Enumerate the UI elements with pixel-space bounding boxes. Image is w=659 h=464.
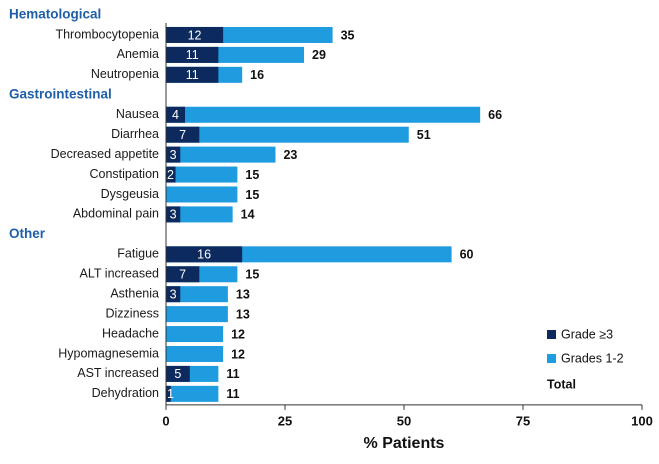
bar-grade-3-plus	[166, 126, 200, 143]
category-label: ALT increased	[80, 267, 159, 281]
category-label: Hypomagnesemia	[58, 346, 159, 360]
bar-grade-3-plus	[166, 365, 190, 382]
bar-grade-3-plus	[166, 26, 224, 43]
x-tick-label: 50	[397, 413, 411, 428]
category-label: Constipation	[90, 167, 160, 181]
grade-3-value-label: 11	[186, 48, 199, 62]
grade-3-value-label: 12	[188, 28, 202, 42]
category-label: Thrombocytopenia	[55, 27, 159, 41]
total-value-label: 23	[283, 148, 297, 162]
x-axis-title: % Patients	[364, 435, 445, 452]
bar-grade-3-plus	[166, 106, 186, 123]
category-label: Diarrhea	[111, 127, 159, 141]
total-value-label: 60	[460, 248, 474, 262]
bar-grades-1-2	[166, 286, 228, 303]
total-value-label: 14	[241, 208, 255, 222]
bar-grades-1-2	[166, 146, 276, 163]
bar-grades-1-2	[166, 126, 409, 143]
total-value-label: 29	[312, 48, 326, 62]
grade-3-value-label: 11	[186, 68, 199, 82]
bar-grades-1-2	[166, 326, 224, 343]
total-value-label: 15	[245, 188, 259, 202]
grade-3-value-label: 5	[174, 367, 181, 381]
category-label: Neutropenia	[91, 67, 159, 81]
category-label: Asthenia	[110, 286, 159, 300]
bar-grade-3-plus	[166, 385, 171, 402]
grade-3-value-label: 3	[170, 148, 177, 162]
bar-grade-3-plus	[166, 146, 181, 163]
legend-total-label: Total	[547, 377, 576, 391]
x-tick-label: 75	[516, 413, 530, 428]
category-label: Decreased appetite	[51, 147, 159, 161]
legend-swatch-grades-1-2	[547, 354, 556, 363]
grade-3-value-label: 3	[170, 208, 177, 222]
total-value-label: 15	[245, 268, 259, 282]
bar-grades-1-2	[166, 106, 481, 123]
grade-3-value-label: 16	[197, 248, 211, 262]
category-label: Nausea	[116, 107, 159, 121]
grade-3-value-label: 1	[167, 387, 174, 401]
total-value-label: 51	[417, 128, 431, 142]
bar-grade-3-plus	[166, 66, 219, 83]
bar-grades-1-2	[166, 385, 219, 402]
category-label: Abdominal pain	[73, 207, 159, 221]
group-heading: Gastrointestinal	[9, 86, 112, 101]
category-label: Headache	[102, 326, 159, 340]
total-value-label: 15	[245, 168, 259, 182]
grade-3-value-label: 2	[167, 168, 174, 182]
category-label: Dehydration	[92, 386, 159, 400]
group-heading: Other	[9, 226, 46, 241]
category-label: Fatigue	[117, 247, 159, 261]
grade-3-value-label: 3	[170, 287, 177, 301]
x-tick-label: 25	[278, 413, 292, 428]
x-tick-label: 100	[631, 413, 653, 428]
total-value-label: 13	[236, 287, 250, 301]
bar-grades-1-2	[166, 166, 238, 183]
total-value-label: 11	[226, 367, 239, 381]
total-value-label: 11	[226, 387, 239, 401]
total-value-label: 35	[341, 28, 355, 42]
category-label: Anemia	[117, 47, 159, 61]
group-heading: Hematological	[9, 7, 101, 22]
x-tick-label: 0	[162, 413, 169, 428]
bar-grades-1-2	[166, 306, 228, 323]
grade-3-value-label: 7	[179, 268, 186, 282]
bar-grade-3-plus	[166, 166, 176, 183]
category-label: Dizziness	[106, 306, 160, 320]
grade-3-value-label: 7	[179, 128, 186, 142]
total-value-label: 12	[231, 327, 245, 341]
total-value-label: 16	[250, 68, 264, 82]
bar-grade-3-plus	[166, 46, 219, 63]
legend-label-grades-1-2: Grades 1-2	[561, 351, 624, 365]
category-label: Dysgeusia	[101, 187, 159, 201]
bar-grades-1-2	[166, 345, 224, 362]
total-value-label: 13	[236, 307, 250, 321]
bar-grade-3-plus	[166, 246, 243, 263]
legend-swatch-grade-3-plus	[547, 330, 556, 339]
bar-grades-1-2	[166, 206, 233, 223]
total-value-label: 66	[488, 108, 502, 122]
legend-label-grade-3-plus: Grade ≥3	[561, 327, 613, 341]
total-value-label: 12	[231, 347, 245, 361]
bar-grade-3-plus	[166, 206, 181, 223]
category-label: AST increased	[77, 366, 159, 380]
grade-3-value-label: 4	[172, 108, 179, 122]
bar-grade-3-plus	[166, 266, 200, 283]
bar-grades-1-2	[166, 186, 238, 203]
bar-grade-3-plus	[166, 286, 181, 303]
